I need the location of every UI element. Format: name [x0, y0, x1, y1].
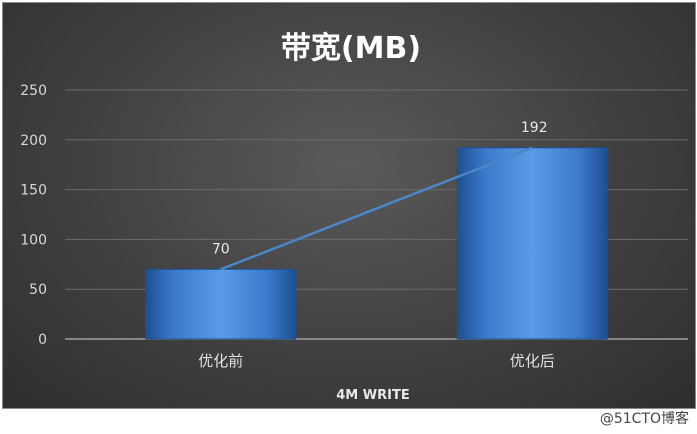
- y-tick-label: 250: [20, 83, 47, 99]
- bar: [145, 268, 297, 340]
- bars: [145, 147, 608, 340]
- data-label: 192: [521, 120, 548, 136]
- bar-chart: 带宽(MB) 0 50 100 150 200 250 70 192 优化前 优化后 4M W…: [20, 31, 688, 403]
- trend-line-path: [220, 146, 533, 271]
- bar: [456, 147, 608, 340]
- watermark-text: @51CTO博客: [599, 411, 689, 427]
- chart-title: 带宽(MB): [281, 31, 421, 66]
- y-tick-label: 100: [20, 232, 47, 248]
- x-category-label: 优化前: [198, 352, 243, 370]
- trend-line: [220, 146, 533, 271]
- y-tick-label: 200: [20, 133, 47, 149]
- y-tick-label: 50: [29, 282, 47, 298]
- y-axis-ticks: 0 50 100 150 200 250: [20, 83, 47, 348]
- x-axis-categories: 优化前 优化后: [198, 352, 555, 370]
- data-label: 70: [212, 241, 230, 257]
- x-axis-title: 4M WRITE: [336, 388, 409, 403]
- y-tick-label: 0: [38, 332, 47, 348]
- chart-frame: 带宽(MB) 0 50 100 150 200 250 70 192 优化前 优化后 4M W…: [2, 2, 696, 409]
- x-category-label: 优化后: [510, 352, 555, 370]
- data-labels: 70 192: [212, 120, 548, 258]
- y-tick-label: 150: [20, 183, 47, 199]
